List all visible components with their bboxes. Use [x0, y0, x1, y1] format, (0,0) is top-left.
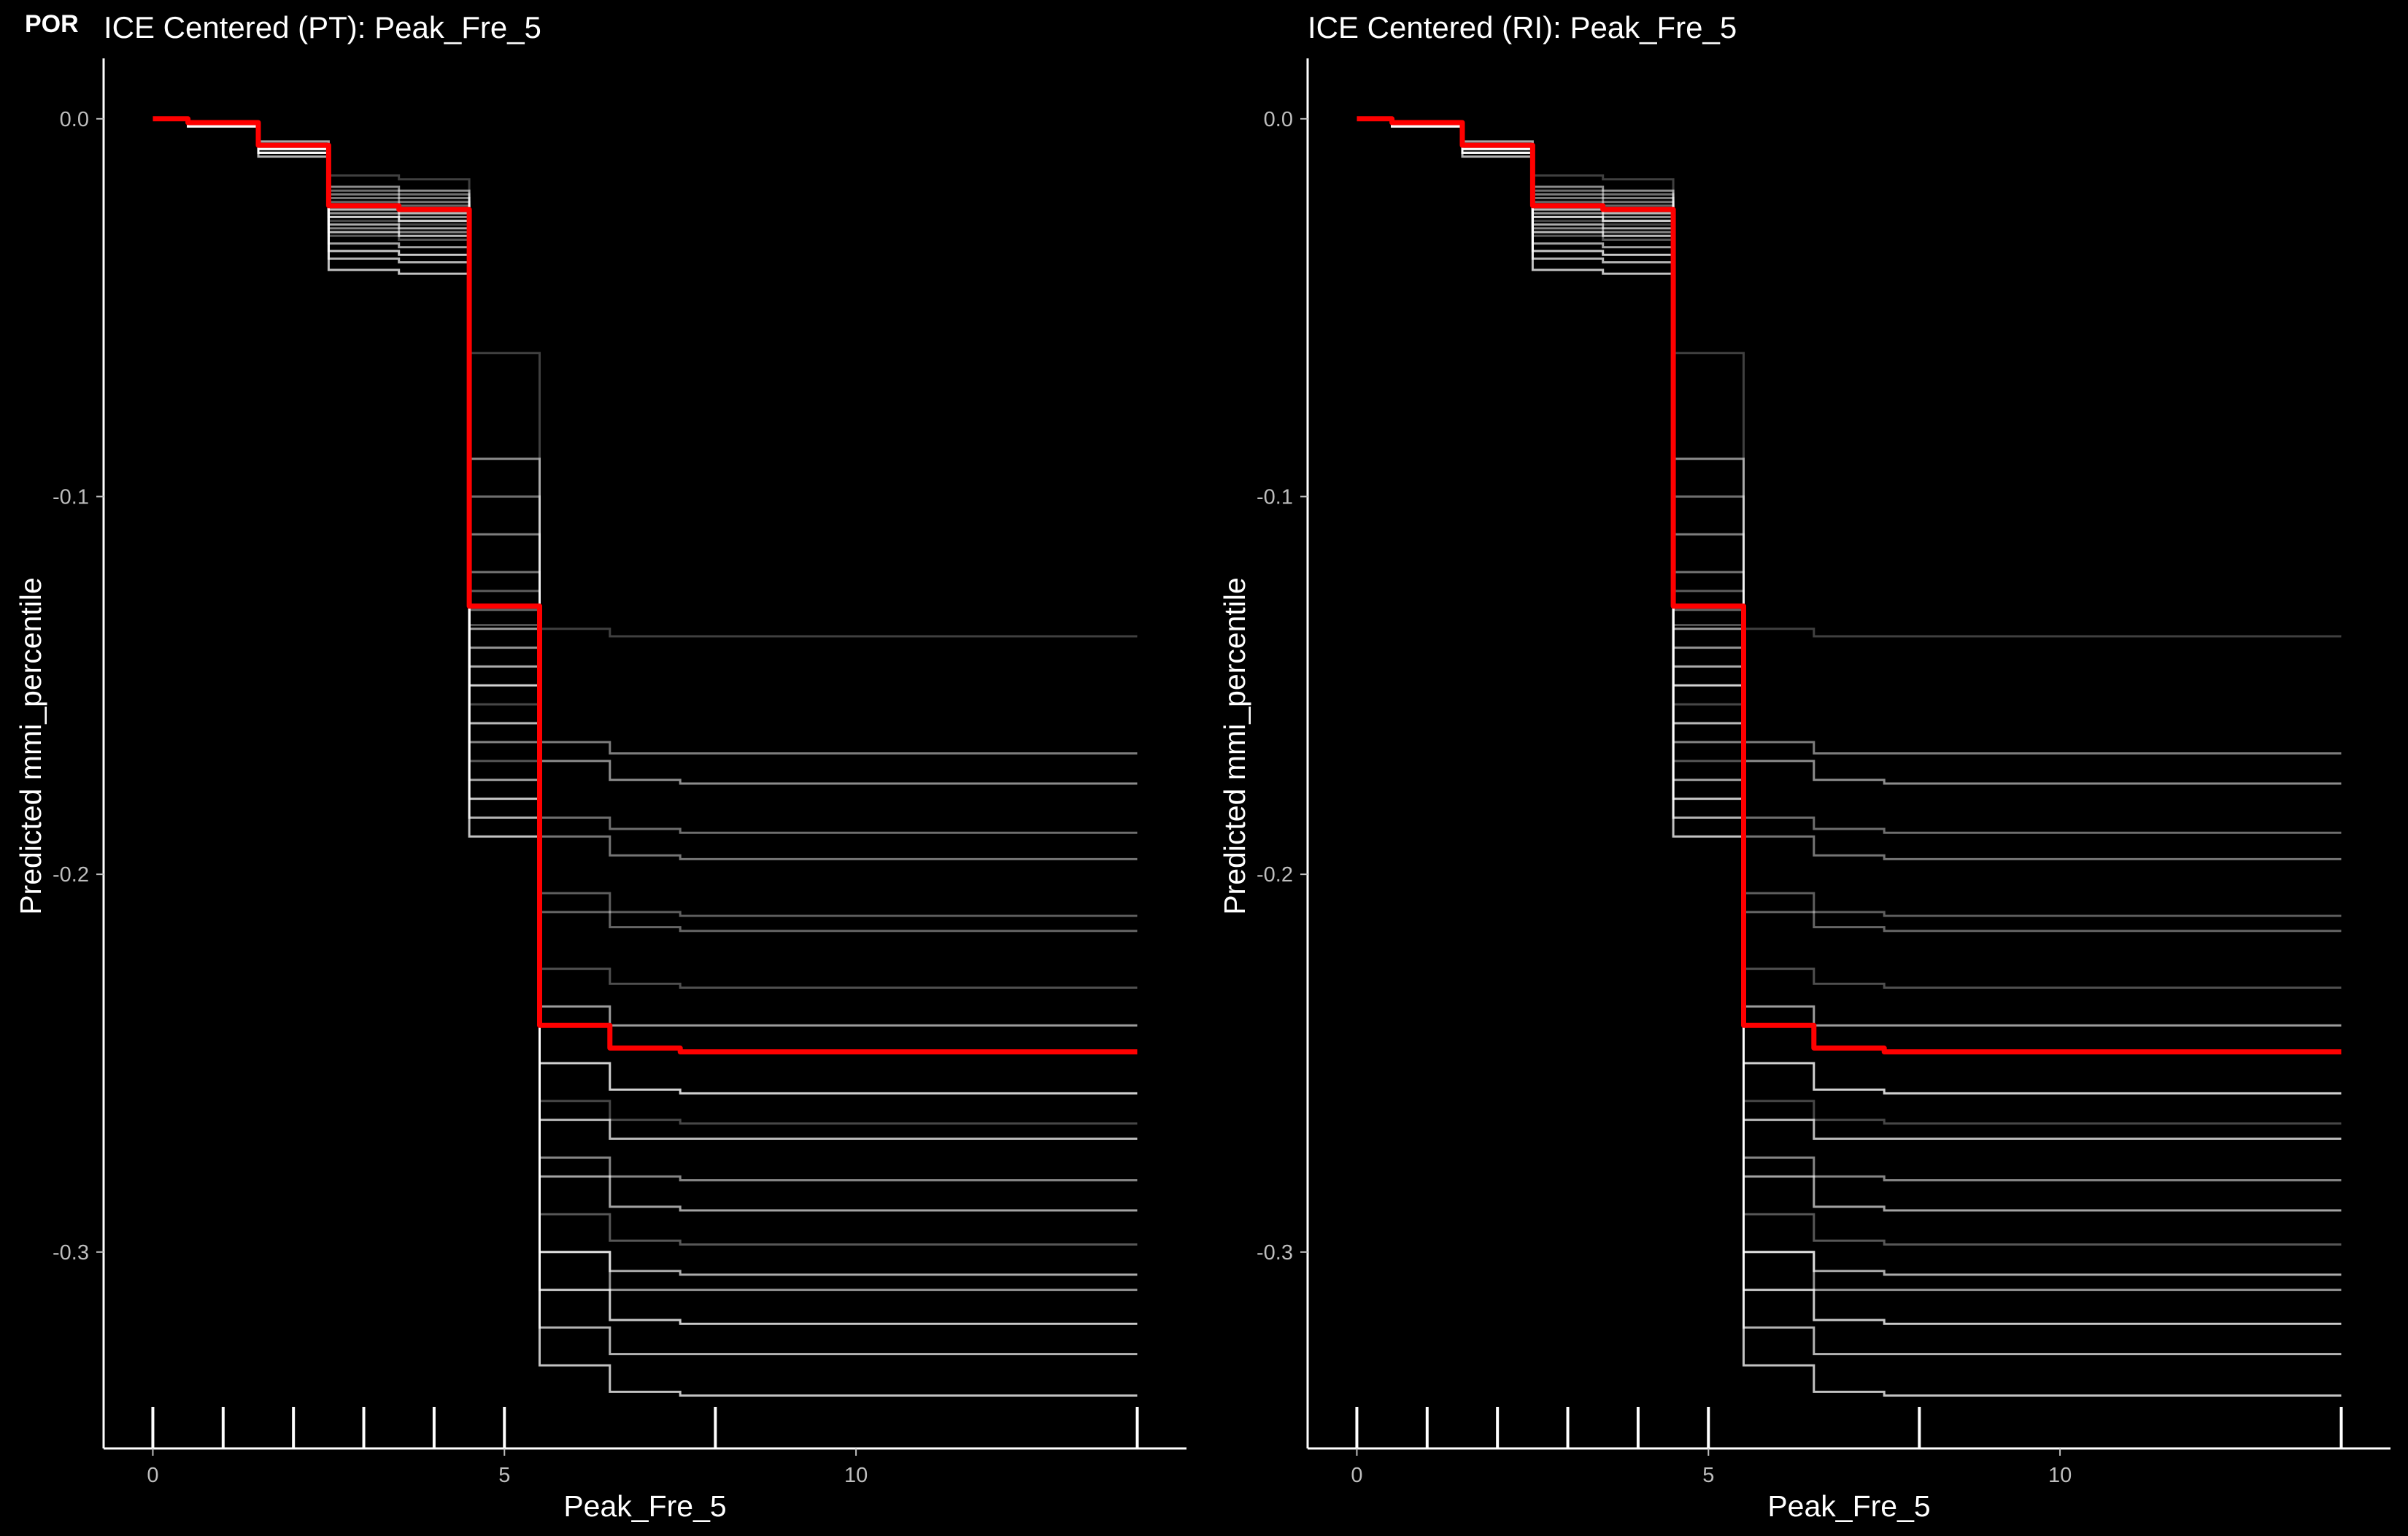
ice-line [1357, 117, 2342, 785]
x-tick-label: 0 [1351, 1464, 1362, 1487]
ice-line [1357, 117, 2342, 1140]
panel-ri: ICE Centered (RI): Peak_Fre_5 0.0 -0.1 -0.2… [1218, 10, 2390, 1523]
ice-line [153, 117, 1138, 1095]
x-tick-label: 10 [844, 1464, 868, 1487]
x-tick-label: 5 [498, 1464, 510, 1487]
ice-line [153, 117, 1138, 1246]
ice-line [1357, 117, 2342, 1095]
ice-line [153, 117, 1138, 1397]
panel-title: ICE Centered (PT): Peak_Fre_5 [104, 10, 541, 45]
average-line [153, 116, 1138, 1054]
ice-line [153, 117, 1138, 860]
x-tick-label: 10 [2048, 1464, 2072, 1487]
panel-pt: ICE Centered (PT): Peak_Fre_5 0.0 -0.1 -0.2… [14, 10, 1186, 1523]
ice-line [153, 117, 1138, 989]
ice-line [153, 117, 1138, 1140]
ice-line [1357, 117, 2342, 1292]
ice-line [153, 117, 1138, 1325]
ice-line [1357, 117, 2342, 1356]
y-tick-label: -0.2 [53, 863, 89, 887]
ice-line [153, 117, 1138, 1181]
y-tick-label: -0.1 [1257, 485, 1293, 509]
ice-line [1357, 117, 2342, 1027]
ice-line [1357, 117, 2342, 1181]
ice-line [1357, 117, 2342, 933]
ice-line [1357, 117, 2342, 989]
ice-line [153, 117, 1138, 834]
ice-line [153, 117, 1138, 638]
corner-tag: POR [25, 10, 79, 38]
y-tick-label: 0.0 [1264, 108, 1293, 131]
ice-line [1357, 117, 2342, 1276]
ice-line [1357, 117, 2342, 1397]
y-tick-label: -0.2 [1257, 863, 1293, 887]
ice-line [1357, 117, 2342, 860]
ice-line [153, 117, 1138, 917]
ice-line [1357, 117, 2342, 917]
average-line [1357, 116, 2342, 1054]
ice-line [153, 117, 1138, 933]
ice-line [1357, 117, 2342, 1325]
ice-line [153, 117, 1138, 1125]
y-tick-label: 0.0 [60, 108, 89, 131]
panel-title: ICE Centered (RI): Peak_Fre_5 [1308, 10, 1737, 45]
ice-line [153, 117, 1138, 1276]
ice-line [153, 117, 1138, 755]
ice-line [153, 117, 1138, 1292]
ice-line [1357, 117, 2342, 638]
y-tick-label: -0.3 [53, 1241, 89, 1265]
ice-line [1357, 117, 2342, 834]
x-tick-label: 0 [147, 1464, 158, 1487]
y-axis-title: Predicted mmi_percentile [14, 577, 47, 915]
x-axis-title: Peak_Fre_5 [1767, 1489, 1930, 1523]
ice-line [1357, 117, 2342, 1246]
y-tick-label: -0.1 [53, 485, 89, 509]
x-axis-title: Peak_Fre_5 [563, 1489, 726, 1523]
y-tick-label: -0.3 [1257, 1241, 1293, 1265]
ice-line [1357, 117, 2342, 1125]
y-axis-title: Predicted mmi_percentile [1218, 577, 1251, 915]
x-tick-label: 5 [1702, 1464, 1714, 1487]
ice-line [153, 117, 1138, 785]
ice-line [1357, 117, 2342, 755]
ice-line [153, 117, 1138, 1027]
ice-line [153, 117, 1138, 1356]
